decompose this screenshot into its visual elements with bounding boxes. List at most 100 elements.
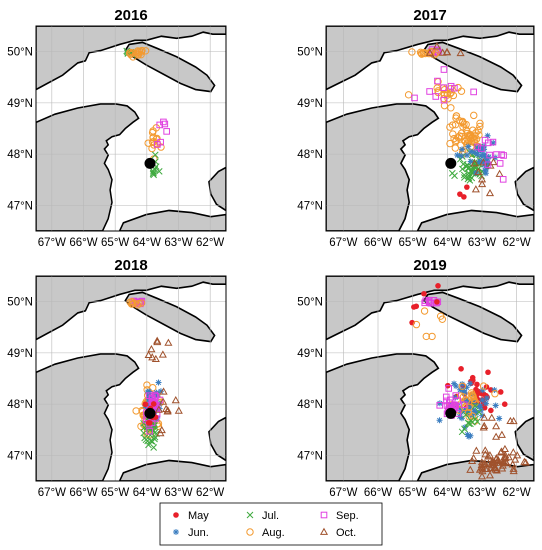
point-oct <box>498 458 507 466</box>
point-jun <box>478 152 485 159</box>
point-oct <box>489 157 498 166</box>
point-jun <box>482 400 489 407</box>
point-sep <box>500 152 507 159</box>
point-jun <box>485 154 492 161</box>
lat-tick-label: 49°N <box>7 348 33 360</box>
point-sep <box>432 93 440 100</box>
point-aug <box>127 48 135 57</box>
legend-marker-sep <box>320 511 328 519</box>
point-jun <box>483 395 490 402</box>
point-jun <box>471 406 478 413</box>
point-sep <box>486 151 493 159</box>
point-jun <box>436 400 443 407</box>
lat-tick-label: 49°N <box>7 98 33 110</box>
point-oct <box>477 472 487 480</box>
point-oct <box>509 464 518 472</box>
point-jul <box>475 408 483 416</box>
legend-label: Jun. <box>188 527 209 539</box>
point-jun <box>451 380 458 387</box>
point-jul <box>459 165 466 173</box>
point-may <box>497 389 504 395</box>
point-aug <box>451 144 460 152</box>
lat-tick-label: 50°N <box>297 47 323 59</box>
point-oct <box>469 453 478 462</box>
point-oct <box>147 344 156 353</box>
lon-tick-label: 67°W <box>329 237 357 249</box>
point-oct <box>154 405 163 413</box>
site-marker <box>445 157 457 169</box>
point-jul <box>150 444 158 451</box>
point-oct <box>498 461 507 469</box>
point-aug <box>412 320 421 329</box>
point-oct <box>478 464 487 472</box>
point-oct <box>159 387 168 395</box>
point-aug <box>452 112 461 120</box>
point-jun <box>459 146 466 153</box>
point-aug <box>459 393 468 401</box>
lat-tick-label: 48°N <box>7 399 33 411</box>
point-sep <box>163 128 170 135</box>
lat-tick-label: 48°N <box>297 399 323 411</box>
lon-tick-label: 66°W <box>364 237 392 249</box>
point-jun <box>496 415 503 422</box>
lon-tick-label: 66°W <box>364 487 392 499</box>
point-sep <box>152 393 160 400</box>
lon-tick-label: 65°W <box>101 237 129 249</box>
point-jun <box>157 388 164 395</box>
point-oct <box>509 466 518 475</box>
point-jun <box>463 384 470 391</box>
point-sep <box>440 84 447 91</box>
point-jun <box>459 381 466 388</box>
point-aug <box>146 431 155 439</box>
point-sep <box>154 141 161 148</box>
point-oct <box>492 432 501 440</box>
point-sep <box>443 397 450 405</box>
lat-tick-label: 47°N <box>7 450 33 462</box>
lon-tick-label: 65°W <box>101 487 129 499</box>
point-aug <box>428 332 436 341</box>
point-jun <box>455 404 462 411</box>
point-aug <box>470 111 478 120</box>
point-oct <box>485 471 495 479</box>
point-jun <box>457 386 464 393</box>
point-oct <box>174 406 183 414</box>
point-aug <box>422 332 430 341</box>
point-aug <box>476 119 484 128</box>
point-jun <box>458 152 465 159</box>
point-may <box>461 194 467 200</box>
point-jul <box>461 425 468 433</box>
point-aug <box>474 126 482 135</box>
panel-title: 2016 <box>114 7 147 24</box>
panel-2019: 2019 67°W 66°W 65°W 64°W 63°W 62°W 47°N 48°N 49°N… <box>297 257 535 499</box>
point-jun <box>490 139 497 146</box>
point-oct <box>481 446 490 454</box>
point-oct <box>511 455 520 463</box>
point-oct <box>164 338 173 346</box>
lon-tick-label: 62°W <box>196 487 224 499</box>
point-jun <box>464 152 471 159</box>
map-frame <box>325 25 535 232</box>
lon-tick-label: 65°W <box>399 237 427 249</box>
point-oct <box>470 159 479 167</box>
legend-entry-aug: Aug. <box>246 527 285 539</box>
point-may <box>488 407 494 414</box>
point-may <box>458 366 464 372</box>
point-oct <box>156 429 165 437</box>
point-may <box>457 191 463 197</box>
legend-marker-aug <box>246 528 254 536</box>
point-jul <box>465 420 473 428</box>
lon-tick-label: 66°W <box>69 237 97 249</box>
observations <box>409 283 530 480</box>
point-oct <box>520 457 529 465</box>
lon-tick-label: 67°W <box>329 487 357 499</box>
lat-tick-label: 47°N <box>7 200 33 212</box>
point-oct <box>144 350 153 359</box>
point-jun <box>481 153 488 160</box>
lat-tick-label: 49°N <box>297 348 323 360</box>
point-aug <box>132 407 140 415</box>
lon-tick-label: 67°W <box>38 237 66 249</box>
point-oct <box>483 464 492 472</box>
point-oct <box>480 413 489 421</box>
point-oct <box>466 465 475 473</box>
point-jun <box>453 383 460 390</box>
